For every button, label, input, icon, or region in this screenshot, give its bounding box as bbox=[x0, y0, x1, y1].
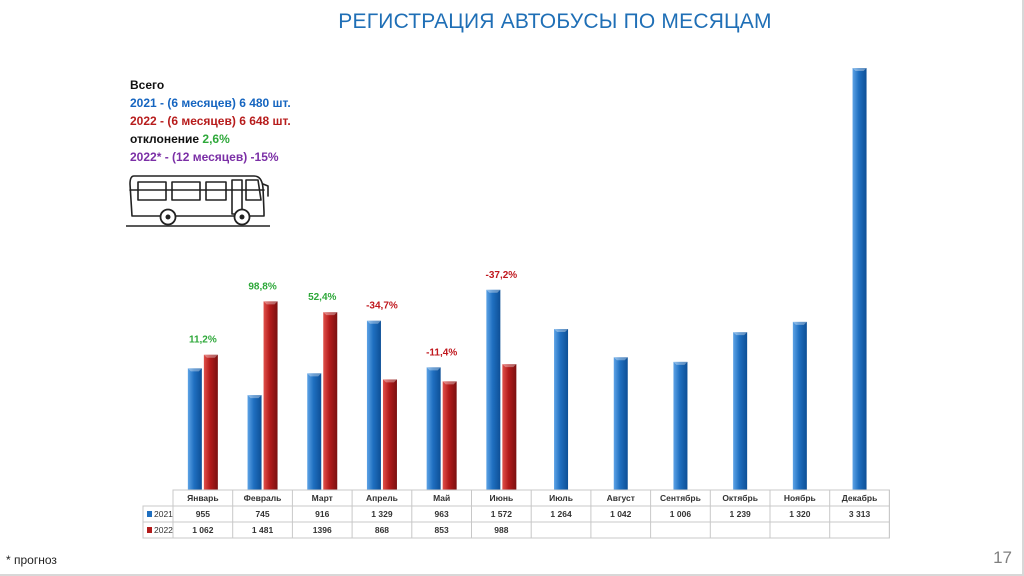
bar-2022-0 bbox=[203, 354, 218, 490]
category-label-4: Май bbox=[433, 493, 450, 503]
bar-2021-11 bbox=[852, 68, 867, 490]
value-cell-2022-3: 868 bbox=[375, 525, 389, 535]
legend-key-2021 bbox=[147, 511, 152, 517]
bar-2021-4 bbox=[426, 367, 441, 490]
value-cell-2022-0: 1 062 bbox=[192, 525, 214, 535]
summary-deviation-value: 2,6% bbox=[202, 132, 230, 146]
summary-forecast: 2022* - (12 месяцев) -15% bbox=[130, 150, 279, 164]
category-label-1: Февраль bbox=[244, 493, 282, 503]
legend-key-2022 bbox=[147, 527, 152, 533]
bar-2021-10 bbox=[792, 321, 807, 490]
summary-total-label: Всего bbox=[130, 78, 165, 92]
category-label-0: Январь bbox=[187, 493, 219, 503]
value-cell-2021-4: 963 bbox=[435, 509, 449, 519]
deviation-label-2: 52,4% bbox=[308, 292, 336, 303]
category-label-5: Июнь bbox=[489, 493, 513, 503]
value-cell-2021-7: 1 042 bbox=[610, 509, 632, 519]
category-label-10: Ноябрь bbox=[784, 493, 816, 503]
value-cell-2022-1: 1 481 bbox=[252, 525, 274, 535]
page-title: РЕГИСТРАЦИЯ АВТОБУСЫ ПО МЕСЯЦАМ bbox=[338, 10, 772, 33]
value-cell-2022-4: 853 bbox=[435, 525, 449, 535]
value-cell-2021-9: 1 239 bbox=[730, 509, 752, 519]
bar-2021-7 bbox=[613, 357, 628, 490]
value-cell-2021-5: 1 572 bbox=[491, 509, 513, 519]
category-label-8: Сентябрь bbox=[660, 493, 701, 503]
value-cell-2022-2: 1396 bbox=[313, 525, 332, 535]
value-cell-2021-3: 1 329 bbox=[371, 509, 393, 519]
summary-box: Всего 2021 - (6 месяцев) 6 480 шт. 2022 … bbox=[130, 76, 291, 166]
category-label-6: Июль bbox=[549, 493, 573, 503]
value-cell-2021-0: 955 bbox=[196, 509, 210, 519]
value-cell-2021-2: 916 bbox=[315, 509, 329, 519]
bar-2021-1 bbox=[247, 395, 262, 490]
bar-2022-4 bbox=[442, 381, 457, 490]
category-label-7: Август bbox=[607, 493, 635, 503]
page-number: 17 bbox=[993, 548, 1012, 567]
bar-2021-0 bbox=[187, 368, 202, 490]
category-label-9: Октябрь bbox=[722, 493, 758, 503]
category-label-2: Март bbox=[312, 493, 333, 503]
category-label-11: Декабрь bbox=[842, 493, 878, 503]
summary-2021: 2021 - (6 месяцев) 6 480 шт. bbox=[130, 96, 291, 110]
value-cell-2021-1: 745 bbox=[255, 509, 269, 519]
deviation-label-4: -11,4% bbox=[426, 347, 457, 358]
bar-2021-8 bbox=[673, 361, 688, 490]
summary-deviation: отклонение 2,6% bbox=[130, 130, 291, 148]
deviation-label-3: -34,7% bbox=[366, 301, 398, 312]
summary-deviation-label: отклонение bbox=[130, 132, 203, 146]
bar-2021-9 bbox=[733, 332, 748, 490]
bar-2021-3 bbox=[366, 320, 381, 490]
bar-2022-1 bbox=[263, 301, 278, 490]
bus-icon bbox=[126, 175, 270, 227]
bar-2021-5 bbox=[486, 289, 501, 490]
legend-label-2021: 2021 bbox=[154, 509, 173, 519]
slide-border-bottom bbox=[0, 574, 1024, 576]
value-cell-2021-10: 1 320 bbox=[789, 509, 811, 519]
deviation-label-1: 98,8% bbox=[248, 281, 276, 292]
summary-2022: 2022 - (6 месяцев) 6 648 шт. bbox=[130, 114, 291, 128]
category-label-3: Апрель bbox=[366, 493, 398, 503]
bar-2021-2 bbox=[307, 373, 322, 490]
value-cell-2021-11: 3 313 bbox=[849, 509, 871, 519]
deviation-label-0: 11,2% bbox=[189, 335, 217, 346]
value-cell-2022-5: 988 bbox=[494, 525, 508, 535]
value-cell-2021-6: 1 264 bbox=[550, 509, 572, 519]
deviation-label-5: -37,2% bbox=[486, 270, 518, 281]
bar-2022-5 bbox=[502, 364, 517, 490]
bar-2021-6 bbox=[554, 328, 569, 490]
bar-2022-2 bbox=[323, 312, 338, 490]
legend-label-2022: 2022 bbox=[154, 525, 173, 535]
bar-2022-3 bbox=[382, 379, 397, 490]
slide-border-right bbox=[1022, 0, 1024, 576]
value-cell-2021-8: 1 006 bbox=[670, 509, 692, 519]
footnote: * прогноз bbox=[6, 553, 57, 567]
